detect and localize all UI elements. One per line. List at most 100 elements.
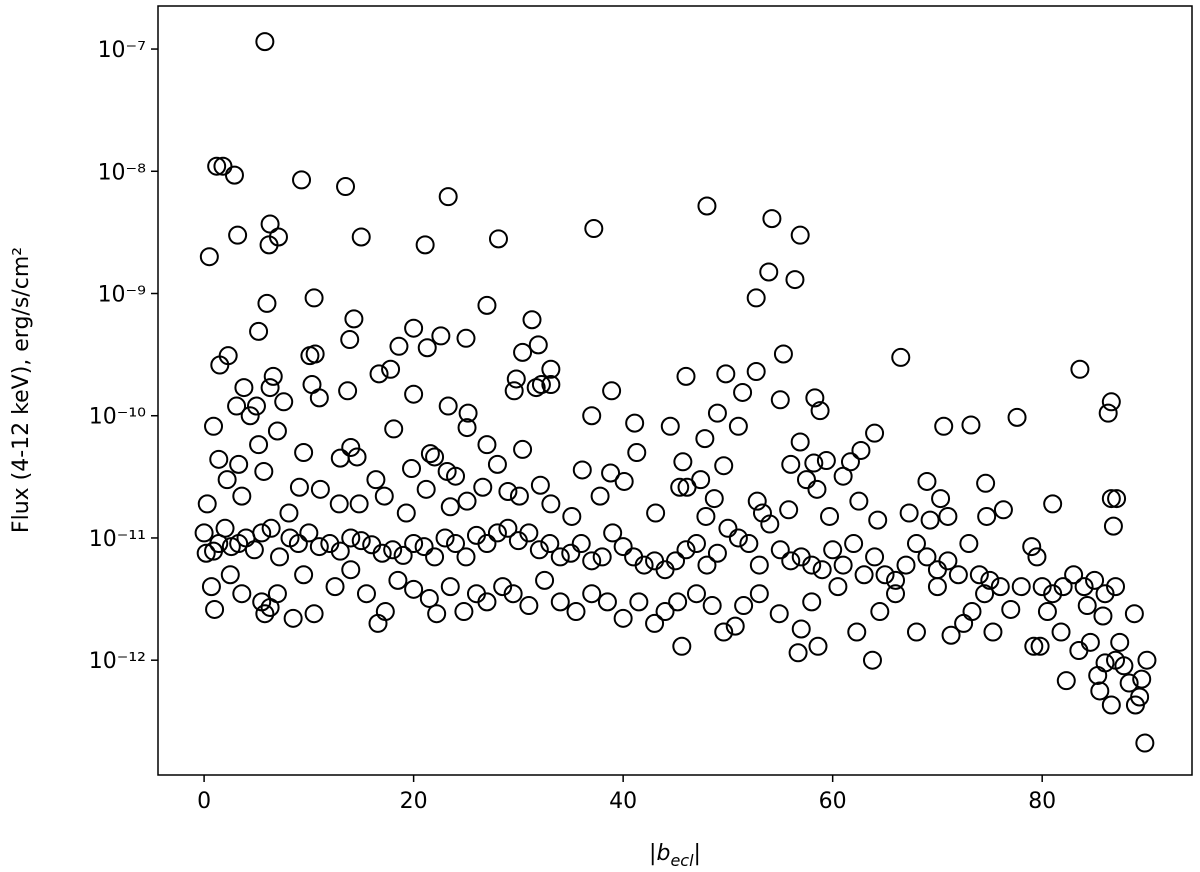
point [983,622,1003,642]
point [446,466,466,486]
point [571,534,591,554]
point [519,596,539,616]
point [531,375,551,395]
point [541,375,561,395]
point [341,437,361,457]
point [419,588,439,608]
point [440,577,460,597]
x-tick-label: 40 [609,789,637,814]
point [625,413,645,433]
point [854,565,874,585]
point [629,592,649,612]
point [309,537,329,557]
point [561,543,581,563]
point [458,403,478,423]
point [805,388,825,408]
point [529,540,549,560]
point [199,247,219,267]
x-label-symbol: b [656,841,670,866]
point [498,481,518,501]
point [1132,669,1152,689]
point [384,419,404,439]
point [414,537,434,557]
point [704,489,724,509]
point [865,423,885,443]
point [330,541,350,561]
point [197,494,217,514]
point [676,366,696,386]
point [1110,632,1130,652]
point [217,470,237,490]
point [196,543,216,563]
point [305,344,325,364]
point [457,418,477,438]
point [477,592,497,612]
point [954,613,974,633]
point [796,470,816,490]
point [336,177,356,197]
point [260,378,280,398]
point [961,415,981,435]
point [812,560,832,580]
point [435,528,455,548]
point [473,477,493,497]
point [374,486,394,506]
point [833,466,853,486]
point [634,555,654,575]
point [329,494,349,514]
point [865,547,885,567]
point [868,510,888,530]
point [1001,599,1021,619]
x-tick-label: 20 [400,789,428,814]
point [425,447,445,467]
point [1056,671,1076,691]
x-tick-label: 0 [197,789,211,814]
point [304,288,324,308]
point [1027,547,1047,567]
point [279,503,299,523]
y-tick-label: 10⁻¹² [89,649,146,674]
point [267,584,287,604]
point [252,523,272,543]
point [941,625,961,645]
point [260,214,280,234]
point [886,584,906,604]
point [614,471,634,491]
point [707,543,727,563]
point [1095,584,1115,604]
point [1064,565,1084,585]
point [1101,489,1121,509]
point [676,540,696,560]
point [356,584,376,604]
point [362,535,382,555]
point [747,491,767,511]
point [366,470,386,490]
point [769,604,789,624]
point [613,537,633,557]
point [980,570,1000,590]
point [493,577,513,597]
x-label-bar: | [694,841,701,866]
point [566,602,586,622]
point [931,489,951,509]
point [344,309,364,329]
point [749,584,769,604]
point [299,523,319,543]
point [220,565,240,585]
point [404,534,424,554]
point [1088,665,1108,685]
point [351,531,371,551]
point [415,235,435,255]
point [255,32,275,52]
point [325,577,345,597]
point [255,604,275,624]
point [438,396,458,416]
point [1106,577,1126,597]
point [870,602,890,622]
point [891,347,911,367]
point [601,463,621,483]
point [1114,656,1134,676]
y-axis-label: Flux (4-12 keV), erg/s/cm² [9,247,34,533]
